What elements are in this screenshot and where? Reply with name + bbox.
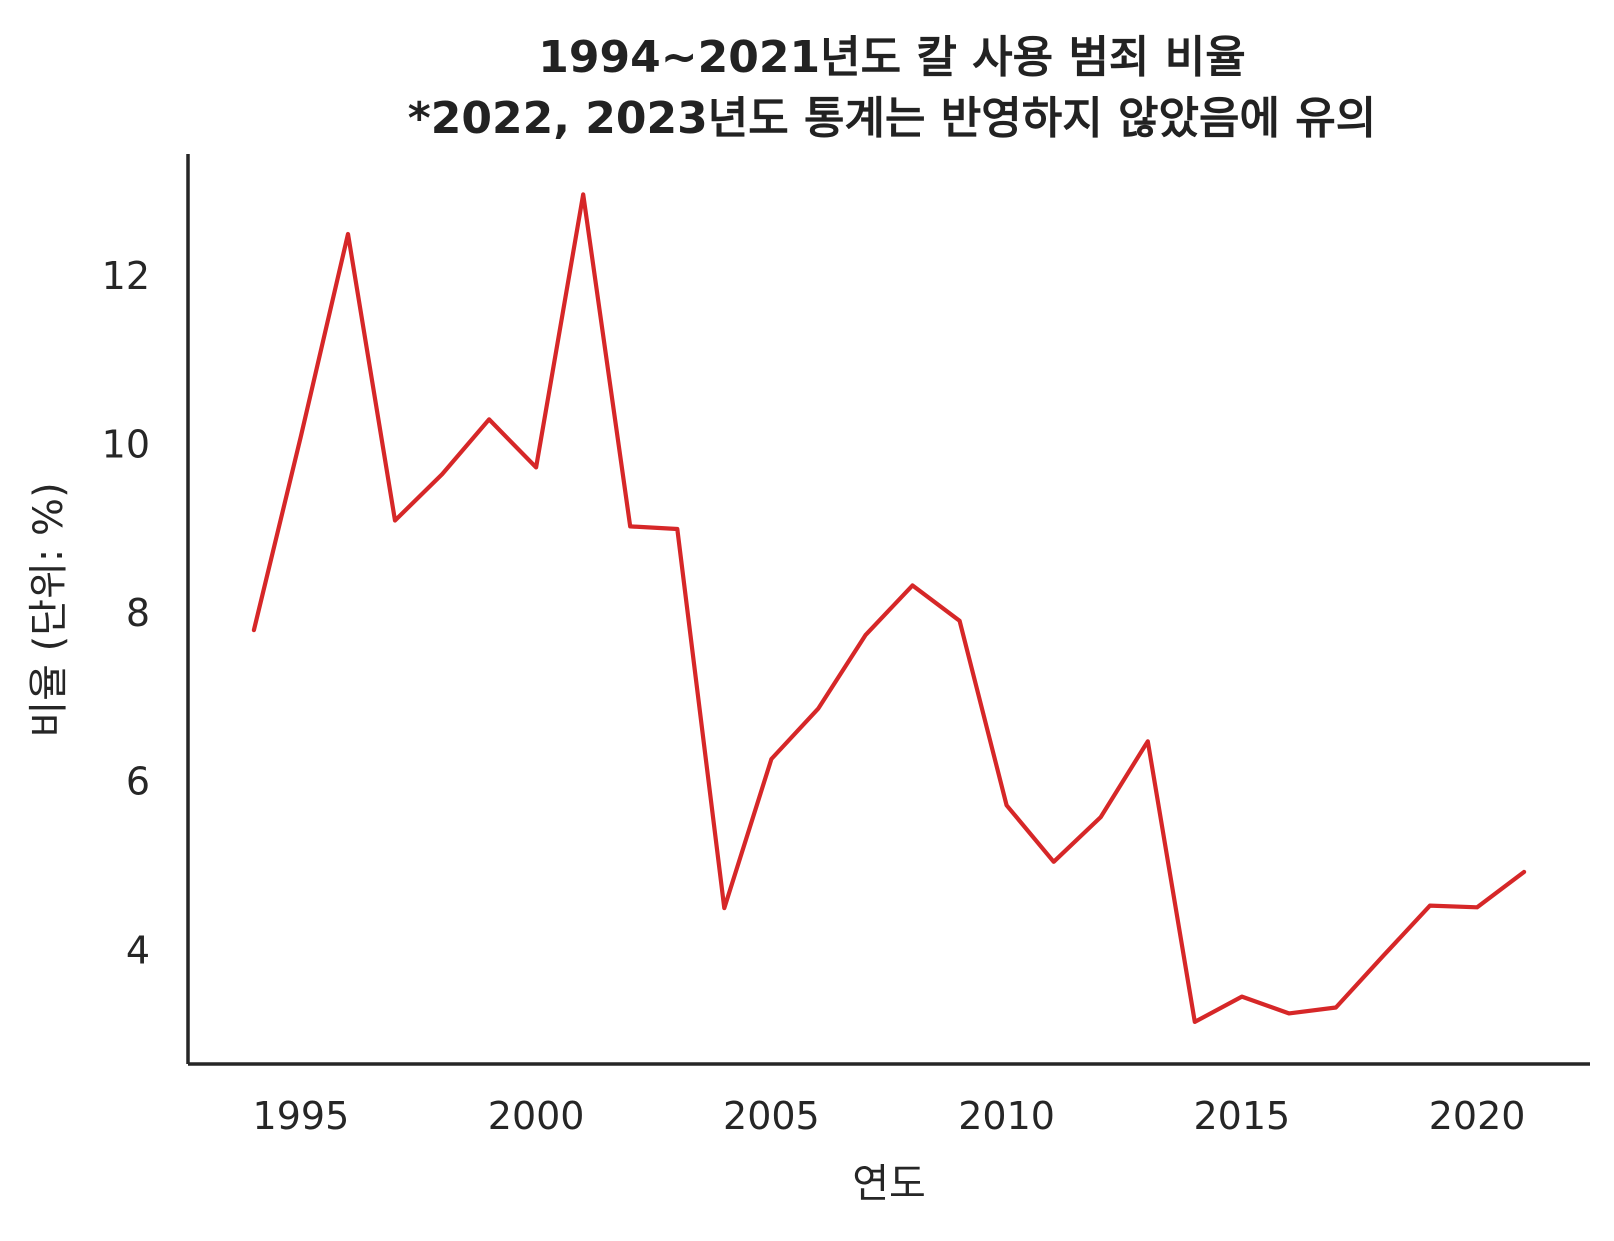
series-layer [251, 192, 1527, 1025]
y-tick-label: 6 [126, 760, 150, 804]
y-tick-label: 12 [102, 254, 150, 298]
chart-subtitle: *2022, 2023년도 통계는 반영하지 않았음에 유의 [408, 93, 1376, 144]
series-line [251, 192, 1527, 1025]
x-tick-label: 1995 [253, 1094, 350, 1138]
x-tick-label: 2010 [958, 1094, 1055, 1138]
y-tick-label: 10 [102, 423, 150, 467]
y-axis-label: 비율 (단위: %) [26, 482, 72, 737]
x-axis-label: 연도 [852, 1161, 926, 1207]
x-tick-label: 2000 [488, 1094, 585, 1138]
chart-title: 1994~2021년도 칼 사용 범죄 비율 [538, 32, 1245, 83]
y-tick-label: 8 [126, 591, 150, 635]
x-axis-ticks: 1995 2000 2005 2010 2015 2020 [253, 1094, 1526, 1138]
y-axis-ticks: 4 6 8 10 12 [102, 254, 150, 972]
x-tick-label: 2020 [1429, 1094, 1526, 1138]
y-tick-label: 4 [126, 928, 150, 972]
x-tick-label: 2015 [1193, 1094, 1290, 1138]
x-tick-label: 2005 [723, 1094, 820, 1138]
